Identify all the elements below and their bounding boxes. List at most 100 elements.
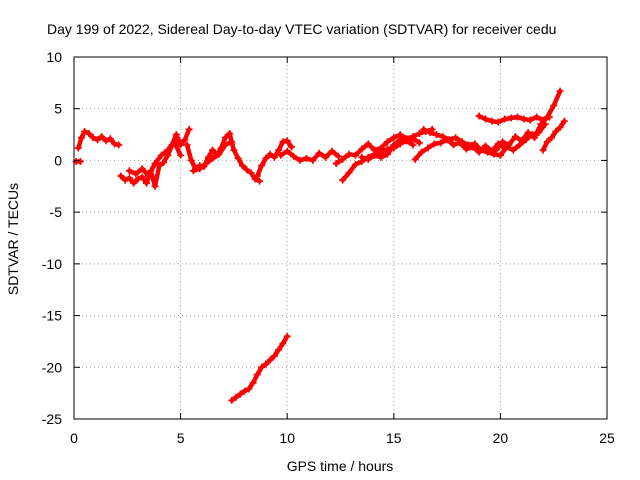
data-point [345,150,353,158]
data-point [449,141,457,149]
grid [74,57,607,419]
data-point [492,146,500,154]
data-point [232,393,240,401]
data-point [503,143,511,151]
data-point [253,172,261,180]
plot-frame [73,56,608,420]
data-point [522,136,530,144]
data-point [418,148,426,156]
data-point [552,127,560,135]
chart-title: Day 199 of 2022, Sidereal Day-to-day VTE… [47,21,556,37]
data-point [228,138,236,146]
data-point [255,177,263,185]
data-point [501,115,509,123]
data-point [535,129,543,137]
data-point [106,135,114,143]
data-point [279,138,287,146]
data-point [383,150,391,158]
data-point [177,141,185,149]
data-point [358,145,366,153]
data-point [302,154,310,162]
data-point [142,179,150,187]
data-point [287,143,295,151]
data-point [270,352,278,360]
y-tick-label: -15 [42,308,62,324]
x-tick-label: 20 [493,430,509,446]
data-point [132,170,140,178]
data-point [390,141,398,149]
data-point [543,138,551,146]
data-point [160,158,168,166]
data-point [496,151,504,159]
data-point [445,136,453,144]
data-point [358,153,366,161]
y-axis-label: SDTVAR / TECUs [5,183,21,295]
data-point [383,138,391,146]
data-point [226,130,234,138]
data-point [74,144,82,152]
data-point [187,156,195,164]
data-point [258,162,266,170]
y-tick-label: 10 [46,49,62,65]
data-point [151,160,159,168]
series-line-trace-11 [359,136,422,162]
x-tick-label: 10 [279,430,295,446]
data-point [172,131,180,139]
data-point [266,150,274,158]
data-point [157,151,165,159]
data-point [111,140,119,148]
data-point [215,150,223,158]
data-point [526,116,534,124]
data-point [125,174,133,182]
data-point [490,150,498,158]
axis-ticks: 0 5 10 15 20 25 -25 -20 -15 -10 -5 0 5 10 [42,49,615,446]
data-point [202,160,210,168]
y-tick-label: 5 [54,101,62,117]
data-point [339,155,347,163]
data-point [151,182,159,190]
data-point [390,134,398,142]
data-point [81,127,89,135]
data-point [533,113,541,121]
data-point [409,141,417,149]
data-point [145,172,153,180]
y-tick-label: -20 [42,359,62,375]
data-point [134,175,142,183]
data-point [241,387,249,395]
data-series [72,87,568,404]
data-point [89,134,97,142]
data-point [221,141,229,149]
data-point [117,172,125,180]
data-point [270,153,278,161]
data-point [462,145,470,153]
data-point [234,154,242,162]
data-point [539,146,547,154]
data-point [484,148,492,156]
data-point [507,114,515,122]
data-point [471,140,479,148]
data-point [196,165,204,173]
data-point [426,129,434,137]
data-point [121,176,129,184]
data-point [279,339,287,347]
data-point [322,153,330,161]
data-point [245,385,253,393]
data-point [76,157,84,165]
data-point [262,154,270,162]
x-tick-label: 15 [386,430,402,446]
data-point [548,134,556,142]
data-point [481,115,489,123]
data-point [432,131,440,139]
data-point [93,136,101,144]
data-point [475,112,483,120]
data-point [221,134,229,142]
data-point [528,131,536,139]
data-point [332,160,340,168]
data-point [275,146,283,154]
x-tick-label: 0 [70,430,78,446]
data-point [364,140,372,148]
data-point [125,167,133,175]
y-tick-label: 0 [54,152,62,168]
data-point [258,363,266,371]
